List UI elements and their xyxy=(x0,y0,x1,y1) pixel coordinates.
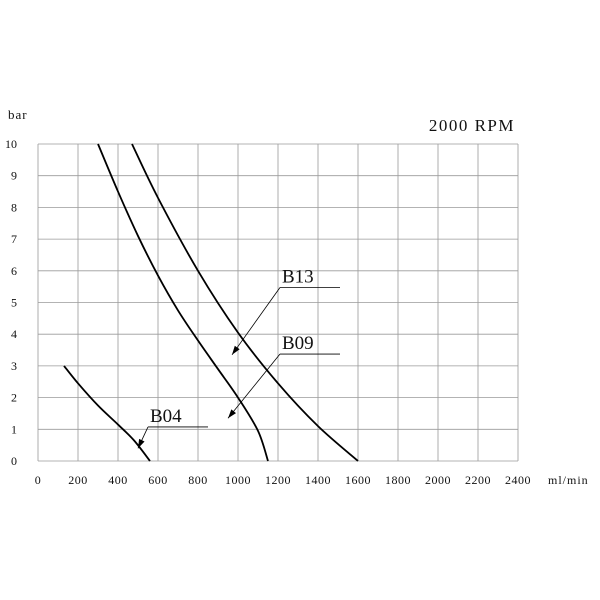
y-tick-label: 3 xyxy=(11,359,17,373)
x-tick-label: 200 xyxy=(68,473,88,487)
x-tick-label: 1200 xyxy=(265,473,291,487)
x-tick-label: 0 xyxy=(35,473,42,487)
series-curve-b13 xyxy=(131,143,359,462)
annotation-leaders xyxy=(137,287,340,449)
series-curve-b04 xyxy=(63,365,151,462)
series-label-b13: B13 xyxy=(282,266,314,287)
y-tick-label: 6 xyxy=(11,264,17,278)
series-label-b09: B09 xyxy=(282,333,314,354)
series-label-b04: B04 xyxy=(150,406,182,427)
y-tick-label: 2 xyxy=(11,391,17,405)
chart-title: 2000 RPM xyxy=(429,116,515,135)
x-tick-label: 1800 xyxy=(385,473,411,487)
y-tick-label: 1 xyxy=(11,422,17,436)
x-axis-label: ml/min xyxy=(548,473,589,487)
y-axis-label: bar xyxy=(8,107,28,122)
series-curve-b09 xyxy=(97,143,269,462)
curves xyxy=(63,143,359,462)
y-tick-label: 0 xyxy=(11,454,17,468)
x-tick-label: 2200 xyxy=(465,473,491,487)
grid xyxy=(37,143,519,462)
y-tick-labels: 0 1 2 3 4 5 6 7 8 9 10 xyxy=(5,137,17,468)
x-tick-label: 2400 xyxy=(505,473,531,487)
x-tick-label: 800 xyxy=(188,473,208,487)
leader-arrow-b09 xyxy=(228,409,236,419)
x-tick-label: 2000 xyxy=(425,473,451,487)
y-tick-label: 5 xyxy=(11,296,17,310)
y-tick-label: 8 xyxy=(11,200,17,214)
leader-arrow-b13 xyxy=(232,345,240,355)
y-tick-label: 7 xyxy=(11,232,17,246)
y-tick-label: 4 xyxy=(11,327,17,341)
x-tick-label: 1000 xyxy=(225,473,251,487)
leader-line-b09 xyxy=(227,353,281,419)
series-labels: B13 B09 B04 xyxy=(150,266,314,426)
x-tick-labels: 0 200 400 600 800 1000 1200 1400 1600 1800 2000 220… xyxy=(35,473,531,487)
x-tick-label: 1600 xyxy=(345,473,371,487)
leader-line-b13 xyxy=(231,287,281,356)
y-tick-label: 9 xyxy=(11,169,17,183)
x-tick-label: 1400 xyxy=(305,473,331,487)
x-tick-label: 600 xyxy=(148,473,168,487)
x-tick-label: 400 xyxy=(108,473,128,487)
leader-arrow-b04 xyxy=(138,438,145,449)
y-tick-label: 10 xyxy=(5,137,17,151)
